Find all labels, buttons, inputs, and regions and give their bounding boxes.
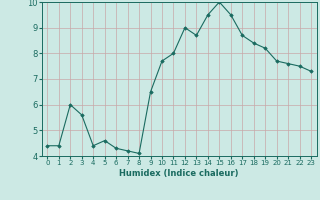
X-axis label: Humidex (Indice chaleur): Humidex (Indice chaleur) xyxy=(119,169,239,178)
